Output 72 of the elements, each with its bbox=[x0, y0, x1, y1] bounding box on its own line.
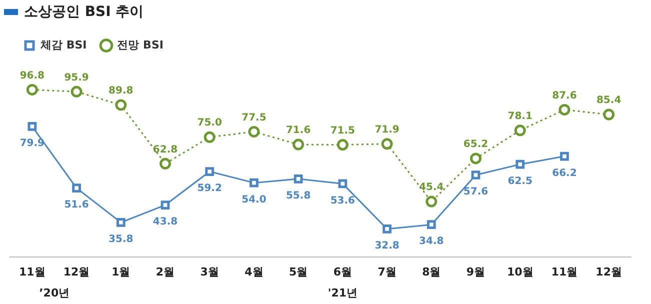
x-tick-label: 11월 bbox=[551, 265, 578, 278]
x-tick-label: 9월 bbox=[466, 265, 486, 278]
point bbox=[205, 167, 214, 176]
data-label: 62.8 bbox=[152, 144, 178, 156]
data-label: 59.2 bbox=[197, 183, 222, 194]
point bbox=[471, 170, 480, 180]
data-label: 89.8 bbox=[108, 86, 134, 97]
data-label: 78.1 bbox=[508, 110, 532, 122]
point bbox=[381, 138, 393, 150]
point bbox=[72, 184, 81, 192]
point bbox=[70, 86, 82, 98]
point bbox=[204, 131, 216, 143]
data-label: 66.2 bbox=[552, 168, 577, 179]
point bbox=[26, 84, 38, 96]
data-label: 55.8 bbox=[286, 190, 311, 202]
x-tick-label: 6월 bbox=[333, 265, 352, 278]
data-label: 57.6 bbox=[463, 186, 488, 198]
point bbox=[250, 178, 258, 188]
point bbox=[514, 124, 526, 136]
point bbox=[28, 122, 37, 131]
data-label: 96.8 bbox=[20, 70, 45, 82]
point bbox=[516, 160, 525, 169]
point bbox=[115, 99, 127, 111]
legend-label: 체감 BSI bbox=[40, 38, 87, 52]
data-label: 34.8 bbox=[419, 236, 444, 248]
data-label: 87.6 bbox=[552, 90, 577, 102]
x-tick-label: 4월 bbox=[244, 265, 264, 278]
data-label: 71.9 bbox=[374, 124, 400, 136]
text: '21년 bbox=[328, 286, 358, 300]
x-tick-label: 12월 bbox=[63, 265, 90, 278]
point bbox=[560, 152, 569, 161]
x-tick-label: 8월 bbox=[422, 265, 441, 278]
data-label: 71.6 bbox=[286, 125, 311, 136]
point bbox=[116, 218, 126, 227]
data-label: 43.8 bbox=[152, 216, 178, 228]
point bbox=[470, 152, 482, 164]
legend-label: 전망 BSI bbox=[117, 38, 164, 52]
chart-title: 소상공인 BSI 추이 bbox=[24, 3, 144, 21]
x-tick-label: 11월 bbox=[19, 265, 46, 278]
x-tick-label: 1월 bbox=[112, 265, 130, 278]
x-tick-label: 12월 bbox=[596, 265, 622, 278]
point bbox=[336, 139, 348, 151]
data-label: 53.6 bbox=[330, 195, 356, 206]
data-label: 32.8 bbox=[374, 240, 400, 252]
data-label: 54.0 bbox=[242, 194, 266, 206]
point bbox=[382, 224, 392, 234]
data-label: 35.8 bbox=[108, 234, 134, 246]
text: ’20년 bbox=[39, 286, 70, 300]
data-label: 75.0 bbox=[197, 118, 222, 129]
data-label: 65.2 bbox=[463, 139, 488, 150]
point bbox=[294, 174, 303, 184]
point bbox=[292, 138, 304, 150]
point bbox=[426, 196, 438, 208]
x-tick-label: 2월 bbox=[156, 265, 175, 278]
x-tick-label: 3월 bbox=[200, 265, 219, 278]
point bbox=[603, 108, 615, 120]
point bbox=[558, 104, 570, 116]
data-label: 71.5 bbox=[330, 125, 356, 136]
point bbox=[338, 179, 348, 188]
x-tick-label: 5월 bbox=[288, 265, 308, 278]
data-label: 51.6 bbox=[64, 200, 89, 211]
data-label: 45.4 bbox=[419, 182, 444, 194]
point bbox=[160, 200, 170, 210]
x-tick-label: 10월 bbox=[506, 265, 534, 278]
data-label: 95.9 bbox=[64, 72, 89, 84]
data-label: 77.5 bbox=[242, 112, 266, 124]
x-tick-label: 7월 bbox=[378, 265, 396, 278]
point bbox=[426, 220, 436, 230]
point bbox=[248, 126, 260, 138]
data-label: 85.4 bbox=[596, 95, 622, 106]
data-label: 62.5 bbox=[508, 176, 532, 187]
point bbox=[160, 158, 171, 170]
